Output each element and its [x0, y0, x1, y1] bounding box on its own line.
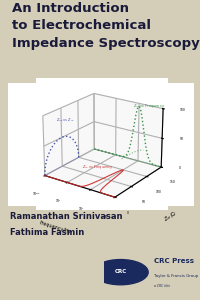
Text: Ramanathan Srinivasan: Ramanathan Srinivasan: [10, 212, 123, 220]
Text: CRC: CRC: [114, 269, 127, 274]
Text: CRC Press: CRC Press: [154, 258, 194, 264]
Text: a CRC title: a CRC title: [154, 284, 170, 288]
Text: Taylor & Francis Group: Taylor & Francis Group: [154, 274, 198, 278]
Text: An Introduction
to Electrochemical
Impedance Spectroscopy: An Introduction to Electrochemical Imped…: [12, 2, 200, 50]
Text: Fathima Fasmin: Fathima Fasmin: [10, 228, 84, 237]
Y-axis label: $Z_{re}$/Ω: $Z_{re}$/Ω: [162, 209, 179, 224]
Circle shape: [93, 260, 148, 285]
X-axis label: Frequency/Hz: Frequency/Hz: [39, 220, 72, 235]
